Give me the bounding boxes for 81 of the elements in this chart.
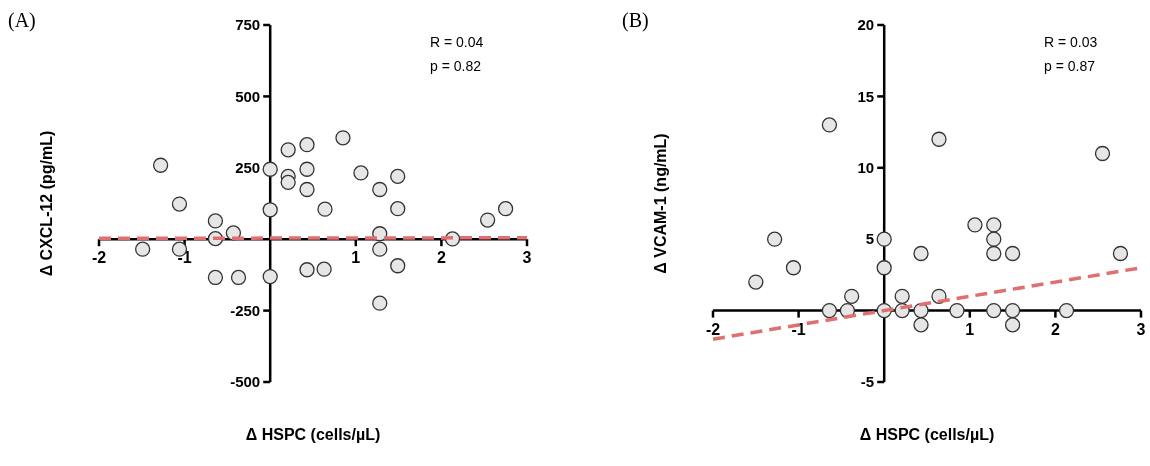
chart-title: (A) [8, 9, 36, 32]
point [299, 262, 315, 278]
x-axis-title: Δ HSPC (cells/µL) [245, 426, 381, 443]
point [171, 196, 188, 212]
annotation: p = 0.82 [430, 58, 482, 74]
y-tick-label: 20 [857, 16, 875, 34]
point [1004, 317, 1021, 333]
point [230, 269, 247, 286]
point [335, 130, 351, 146]
point [353, 165, 369, 181]
y-tick-label: -250 [230, 301, 261, 319]
point [135, 241, 151, 257]
point [894, 288, 910, 304]
y-axis-title: Δ VCAM-1 (ng/mL) [652, 133, 669, 274]
x-tick-label: 2 [1050, 320, 1060, 338]
chart-title: (B) [622, 9, 649, 32]
point [299, 181, 315, 198]
y-tick-label: -500 [230, 373, 261, 391]
annotation: R = 0.03 [1044, 34, 1098, 50]
point [372, 181, 388, 198]
point [967, 217, 983, 233]
point [931, 131, 947, 147]
x-axis-title: Δ HSPC (cells/µL) [859, 426, 995, 443]
point [913, 245, 929, 262]
point [372, 295, 388, 311]
point [390, 258, 406, 274]
x-tick-label: 1 [965, 320, 975, 338]
point [479, 212, 496, 228]
point [1058, 302, 1075, 319]
point [876, 260, 892, 276]
point [497, 200, 514, 217]
point [986, 245, 1002, 262]
point [372, 241, 388, 257]
point [821, 117, 838, 133]
point [986, 231, 1002, 247]
y-tick-label: 5 [865, 230, 875, 248]
point [280, 142, 296, 158]
x-tick-label: 1 [351, 249, 361, 267]
x-tick-label: -1 [177, 249, 192, 267]
x-tick-label: -2 [705, 320, 721, 338]
y-axis-title: Δ CXCL-12 (pg/mL) [38, 130, 55, 277]
x-tick-label: 3 [522, 249, 532, 267]
x-tick-label: -1 [791, 320, 806, 338]
point [262, 161, 278, 177]
x-tick-label: 3 [1136, 320, 1146, 338]
point [1004, 302, 1021, 319]
annotation: R = 0.04 [430, 34, 484, 50]
point [390, 200, 406, 217]
point [299, 161, 315, 177]
point [316, 261, 332, 277]
annotation: p = 0.87 [1044, 58, 1096, 74]
point [207, 213, 224, 229]
point [986, 217, 1002, 233]
point [1004, 245, 1021, 262]
y-tick-label: 10 [857, 159, 875, 177]
x-tick-label: 2 [436, 249, 446, 267]
point [785, 260, 802, 276]
point [949, 302, 965, 319]
y-tick-label: 250 [235, 159, 261, 177]
point [821, 302, 838, 319]
point [1094, 145, 1111, 162]
point [766, 231, 783, 247]
point [913, 317, 929, 333]
y-tick-label: 500 [235, 87, 261, 105]
y-tick-label: 15 [857, 87, 875, 105]
point [986, 302, 1002, 319]
point [876, 231, 892, 247]
point [207, 269, 224, 286]
point [299, 137, 315, 153]
point [844, 288, 860, 304]
y-tick-label: 750 [235, 16, 261, 34]
point [390, 168, 406, 185]
x-tick-label: -2 [91, 249, 107, 267]
point [280, 174, 296, 191]
point [152, 157, 169, 173]
point [1112, 245, 1129, 262]
point [262, 202, 278, 218]
y-tick-label: -5 [860, 373, 875, 391]
point [317, 201, 333, 217]
point [262, 268, 278, 285]
point [748, 274, 764, 290]
